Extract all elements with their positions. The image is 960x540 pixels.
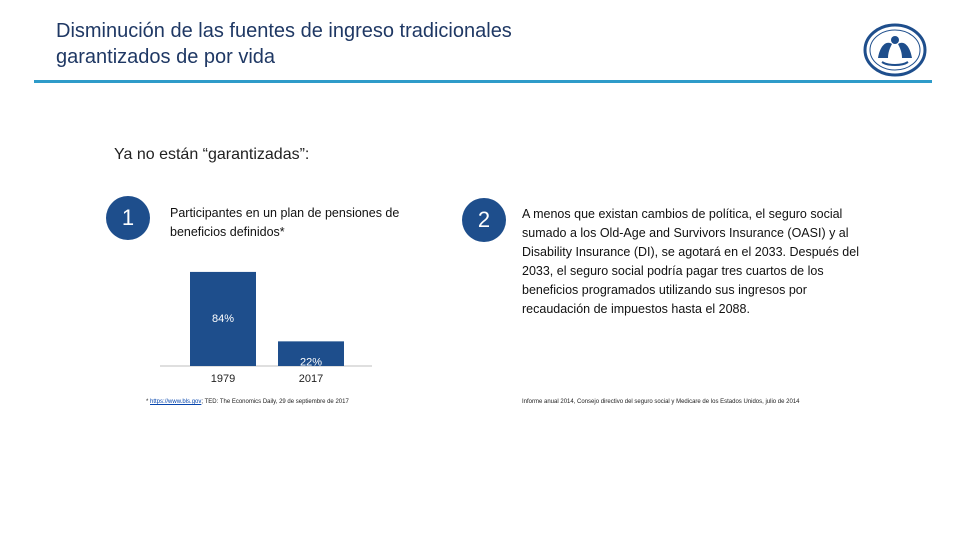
category-label-1979: 1979 [211, 373, 235, 385]
title-line-2: garantizados de por vida [56, 46, 276, 68]
source-note-right: Informe anual 2014, Consejo directivo de… [522, 399, 800, 405]
bar-1979 [190, 271, 256, 366]
bar-2017 [278, 341, 344, 366]
data-label-2017: 22% [300, 356, 322, 368]
source-note-left: * https://www.bls.gov; TED: The Economic… [146, 399, 349, 405]
number-badge-1: 1 [106, 196, 150, 240]
section-subtitle: Ya no están “garantizadas”: [114, 146, 310, 163]
title-divider [34, 80, 932, 83]
title-line-1: Disminución de las fuentes de ingreso tr… [56, 20, 512, 42]
category-label-2017: 2017 [299, 373, 323, 385]
source-link[interactable]: https://www.bls.gov [150, 399, 202, 405]
item-2-text: A menos que existan cambios de política,… [522, 207, 859, 316]
number-badge-2: 2 [462, 198, 506, 242]
page-title: Disminución de las fuentes de ingreso tr… [56, 18, 756, 70]
source-rest: ; TED: The Economics Daily, 29 de septie… [201, 399, 349, 405]
pension-bar-chart: 84% 1979 22% 2017 [160, 271, 372, 385]
source-prefix: * [146, 399, 151, 405]
data-label-1979: 84% [212, 313, 234, 325]
hands-logo-icon [863, 23, 927, 77]
item-1-text: Participantes en un plan de pensiones de… [170, 206, 400, 239]
